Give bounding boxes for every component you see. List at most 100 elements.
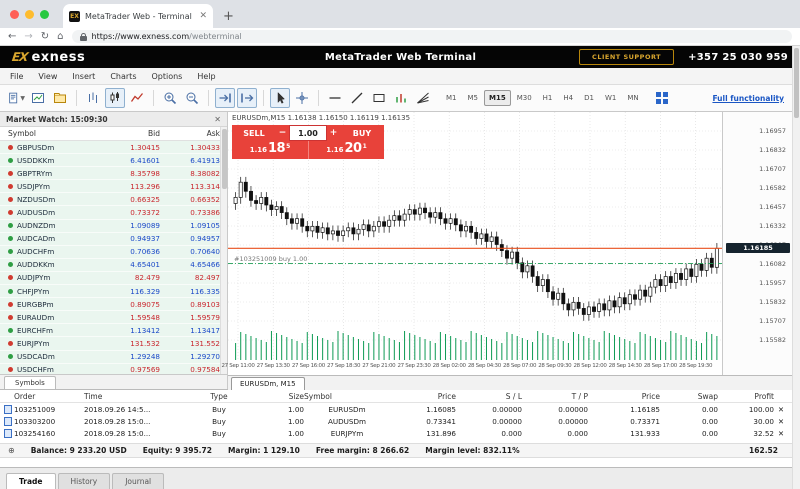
exness-logo-text: exness	[31, 49, 86, 65]
line-chart-icon[interactable]	[127, 88, 147, 108]
close-window-button[interactable]	[10, 9, 19, 19]
symbols-tab[interactable]: Symbols	[4, 376, 56, 389]
volume-input[interactable]: 1.00	[289, 125, 327, 141]
tab-close-icon[interactable]: ✕	[199, 11, 207, 21]
menu-item-charts[interactable]: Charts	[110, 71, 137, 81]
tab-journal[interactable]: Journal	[112, 473, 165, 489]
candlestick-chart[interactable]	[228, 112, 722, 363]
exness-logo[interactable]: EX exness	[11, 49, 222, 65]
timeframe-d1[interactable]: D1	[584, 94, 594, 102]
sell-price[interactable]: 1.16 18 5	[232, 141, 308, 159]
zoom-in-icon[interactable]	[160, 88, 180, 108]
close-order-icon[interactable]: ✕	[777, 428, 785, 438]
minimize-window-button[interactable]	[25, 9, 34, 19]
exness-logo-icon: EX	[11, 50, 29, 64]
timeframe-m5[interactable]: M5	[467, 94, 479, 102]
chart-shift-icon[interactable]	[237, 88, 257, 108]
market-watch-row-usdcadm[interactable]: USDCADm 1.29248 1.29270	[0, 351, 227, 364]
buy-price[interactable]: 1.16 20 1	[308, 141, 384, 159]
menu-item-options[interactable]: Options	[151, 71, 183, 81]
browser-scrollbar[interactable]	[792, 46, 800, 489]
new-tab-button[interactable]: +	[223, 9, 234, 24]
timeframe-mn[interactable]: MN	[627, 94, 639, 102]
browser-tab[interactable]: EX MetaTrader Web - Terminal ✕	[63, 4, 213, 28]
bid-value: 0.94937	[130, 234, 160, 244]
timeframe-m15[interactable]: M15	[484, 90, 511, 106]
candlestick-icon[interactable]	[105, 88, 125, 108]
back-icon[interactable]: ←	[8, 30, 17, 42]
timeframe-m30[interactable]: M30	[516, 94, 532, 102]
market-watch-row-audcadm[interactable]: AUDCADm 0.94937 0.94957	[0, 233, 227, 246]
horizontal-line-icon[interactable]	[325, 88, 345, 108]
timeframe-h1[interactable]: H1	[542, 94, 553, 102]
market-watch-row-chfjpym[interactable]: CHFJPYm 116.329 116.335	[0, 285, 227, 299]
timeframe-m1[interactable]: M1	[446, 94, 457, 102]
menu-item-file[interactable]: File	[10, 71, 24, 81]
market-watch-row-eurchfm[interactable]: EURCHFm 1.13412 1.13417	[0, 324, 227, 338]
close-order-icon[interactable]: ✕	[777, 404, 785, 414]
timeframe-w1[interactable]: W1	[604, 94, 617, 102]
time-tick: 27 Sep 13:30	[256, 363, 290, 369]
forward-icon[interactable]: →	[24, 30, 33, 42]
market-watch-close-icon[interactable]: ✕	[214, 114, 221, 124]
home-icon[interactable]: ⌂	[57, 30, 64, 42]
bar-chart-icon[interactable]	[83, 88, 103, 108]
timeframe-h4[interactable]: H4	[563, 94, 574, 102]
market-watch-row-usdjpym[interactable]: USDJPYm 113.296 113.314	[0, 180, 227, 194]
ask-value: 1.13417	[190, 325, 220, 335]
profit-value: 32.52	[753, 428, 774, 438]
market-watch-row-auddkkm[interactable]: AUDDKKm 4.65401 4.65466	[0, 259, 227, 272]
market-watch-row-eurgbpm[interactable]: EURGBPm 0.89075 0.89103	[0, 298, 227, 312]
menu-item-insert[interactable]: Insert	[72, 71, 96, 81]
zoom-out-icon[interactable]	[182, 88, 202, 108]
reload-icon[interactable]: ↻	[40, 30, 50, 42]
symbol-name: AUDJPYm	[8, 273, 100, 282]
time-tick: 27 Sep 18:30	[327, 363, 361, 369]
crosshair-icon[interactable]	[292, 88, 312, 108]
market-watch-row-euraudm[interactable]: EURAUDm 1.59548 1.59579	[0, 311, 227, 325]
market-watch-row-audusdm[interactable]: AUDUSDm 0.73372 0.73386	[0, 206, 227, 220]
symbol-name: EURJPYm	[8, 339, 100, 348]
market-watch-row-gbptrym[interactable]: GBPTRYm 8.35798 8.38082	[0, 167, 227, 181]
client-support-button[interactable]: CLIENT SUPPORT	[579, 49, 675, 65]
trend-line-icon[interactable]	[347, 88, 367, 108]
market-watch-row-audjpym[interactable]: AUDJPYm 82.479 82.497	[0, 272, 227, 286]
url-field[interactable]: https://www.exness.com/webterminal	[71, 30, 792, 43]
price-value: 131.933	[630, 428, 660, 438]
buy-button[interactable]: BUY	[340, 125, 384, 141]
new-chart-icon[interactable]	[28, 88, 48, 108]
chart-tab-eurusdm[interactable]: EURUSDm, M15	[231, 377, 305, 390]
shapes-icon[interactable]	[369, 88, 389, 108]
profiles-icon[interactable]	[50, 88, 70, 108]
sell-button[interactable]: SELL	[232, 125, 276, 141]
trade-row-103251009[interactable]: 103251009 2018.09.26 14:5... Buy 1.00 EURUSD…	[0, 403, 800, 415]
menu-item-help[interactable]: Help	[197, 71, 216, 81]
new-order-icon[interactable]: ▼	[6, 88, 26, 108]
symbol-name: EURAUDm	[8, 313, 100, 322]
market-watch-row-gbpusdm[interactable]: GBPUSDm 1.30415 1.30433	[0, 141, 227, 155]
menu-item-view[interactable]: View	[38, 71, 58, 81]
tab-trade[interactable]: Trade	[6, 473, 56, 489]
market-watch-row-usdchfm[interactable]: USDCHFm 0.97569 0.97584	[0, 364, 227, 374]
indicators-icon[interactable]	[391, 88, 411, 108]
volume-plus-button[interactable]: +	[327, 125, 340, 141]
full-functionality-link[interactable]: Full functionality	[712, 93, 784, 103]
tile-windows-icon[interactable]	[655, 92, 668, 104]
market-watch-row-usddkkm[interactable]: USDDKKm 6.41601 6.41913	[0, 154, 227, 168]
close-order-icon[interactable]: ✕	[777, 416, 785, 426]
trade-row-103303200[interactable]: 103303200 2018.09.28 15:0... Buy 1.00 AUDUSD…	[0, 415, 800, 427]
maximize-window-button[interactable]	[40, 9, 49, 19]
market-watch-row-audnzdm[interactable]: AUDNZDm 1.09089 1.09105	[0, 220, 227, 233]
volume-minus-button[interactable]: −	[276, 125, 289, 141]
market-watch-row-audchfm[interactable]: AUDCHFm 0.70636 0.70640	[0, 246, 227, 259]
auto-scroll-icon[interactable]	[215, 88, 235, 108]
trade-row-103254160[interactable]: 103254160 2018.09.28 15:0... Buy 1.00 EURJPY…	[0, 427, 800, 439]
price-tick: 1.15582	[759, 336, 786, 344]
cursor-icon[interactable]	[270, 88, 290, 108]
market-watch-row-eurjpym[interactable]: EURJPYm 131.532 131.552	[0, 337, 227, 351]
tab-history[interactable]: History	[57, 473, 111, 489]
chart-area[interactable]: EURUSDm,M15 1.16138 1.16150 1.16119 1.16…	[221, 112, 800, 390]
market-watch-scrollbar[interactable]	[220, 127, 227, 374]
market-watch-row-nzdusdm[interactable]: NZDUSDm 0.66325 0.66352	[0, 193, 227, 207]
fibonacci-icon[interactable]	[413, 88, 433, 108]
